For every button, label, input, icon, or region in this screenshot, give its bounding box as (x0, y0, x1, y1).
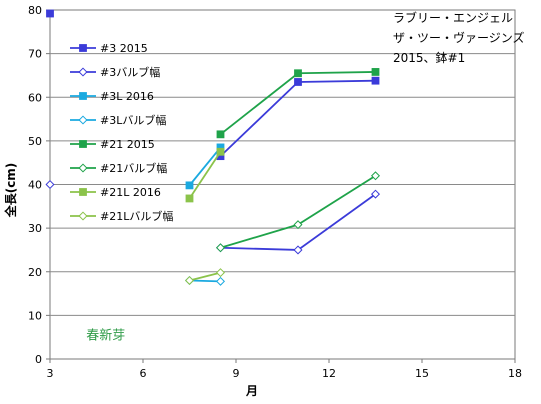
legend-label: #3 2015 (100, 42, 148, 55)
y-tick-label: 60 (28, 91, 42, 104)
data-point (215, 268, 226, 278)
legend-label: #21 2015 (100, 138, 155, 151)
data-point (46, 9, 54, 18)
y-tick-label: 80 (28, 4, 42, 17)
data-point (184, 275, 195, 285)
data-point (215, 243, 226, 253)
x-tick-label: 6 (140, 367, 147, 380)
axes: 0 10 20 30 40 50 60 70 80 3 6 9 12 15 18 (28, 4, 522, 380)
series-line (189, 271, 221, 282)
legend-entry: #21L 2016 (70, 186, 161, 199)
data-point (216, 130, 225, 139)
x-tick-label: 3 (47, 367, 54, 380)
data-point (294, 69, 302, 78)
data-point (294, 78, 302, 86)
y-tick-label: 70 (28, 48, 42, 61)
y-tick-label: 50 (28, 135, 42, 148)
legend-swatch-marker (79, 44, 87, 52)
series-8 (184, 268, 226, 285)
y-tick-label: 40 (28, 179, 42, 192)
legend: #3 2015 #3バルブ幅 #3L 2016 #3Lバルブ幅 #21 2015 #21バ… (70, 42, 173, 223)
series-line (188, 146, 222, 186)
x-tick-label: 9 (233, 367, 240, 380)
series-1 (46, 9, 380, 161)
legend-entry: #3L 2016 (70, 90, 154, 103)
series (45, 9, 381, 286)
legend-entry: #21 2015 (70, 138, 155, 151)
legend-label: #21バルブ幅 (100, 161, 167, 175)
y-tick-label: 10 (28, 309, 42, 322)
data-point (185, 194, 194, 203)
legend-entry: #3Lバルブ幅 (70, 113, 166, 127)
series-7 (185, 147, 225, 203)
data-point (293, 245, 303, 255)
data-point (185, 181, 194, 190)
legend-label: #3Lバルブ幅 (100, 113, 166, 127)
legend-swatch-marker (78, 163, 88, 173)
chart-title-line: ラブリー・エンジェル (393, 10, 513, 25)
data-point (45, 179, 55, 190)
legend-swatch-marker (79, 140, 87, 148)
legend-swatch-marker (79, 92, 87, 100)
x-tick-label: 15 (415, 367, 429, 380)
series-5 (216, 68, 380, 139)
data-point (370, 189, 381, 199)
legend-label: #21L 2016 (100, 186, 161, 199)
series-line (188, 151, 222, 199)
legend-entry: #3バルブ幅 (70, 65, 160, 79)
data-point (371, 68, 380, 76)
data-point (215, 276, 226, 286)
y-tick-label: 0 (35, 353, 42, 366)
x-axis-title: 月 (245, 384, 258, 398)
x-tick-label: 12 (322, 367, 336, 380)
legend-swatch-marker (78, 115, 88, 125)
legend-swatch-marker (78, 67, 88, 77)
y-tick-label: 20 (28, 266, 42, 279)
chart-title-line: 2015、鉢#1 (393, 51, 465, 65)
y-axis-title: 全長(cm) (3, 163, 18, 219)
data-point (216, 147, 225, 156)
legend-swatch-marker (78, 211, 88, 221)
chart-title-line: ザ・ツー・ヴァージンズ (393, 30, 525, 45)
legend-swatch-marker (79, 188, 87, 196)
legend-entry: #21バルブ幅 (70, 161, 167, 175)
series-6 (215, 171, 381, 253)
y-tick-label: 30 (28, 222, 42, 235)
data-point (371, 76, 380, 85)
legend-label: #21Lバルブ幅 (100, 209, 173, 223)
series-2 (45, 179, 381, 255)
series-line (189, 279, 221, 283)
legend-label: #3バルブ幅 (100, 65, 160, 79)
legend-entry: #3 2015 (70, 42, 148, 55)
series-3 (185, 143, 225, 190)
annotation-label: 春新芽 (86, 327, 125, 343)
x-tick-label: 18 (508, 367, 522, 380)
legend-entry: #21Lバルブ幅 (70, 209, 173, 223)
data-point (293, 220, 303, 230)
legend-label: #3L 2016 (100, 90, 154, 103)
data-point (370, 171, 381, 181)
